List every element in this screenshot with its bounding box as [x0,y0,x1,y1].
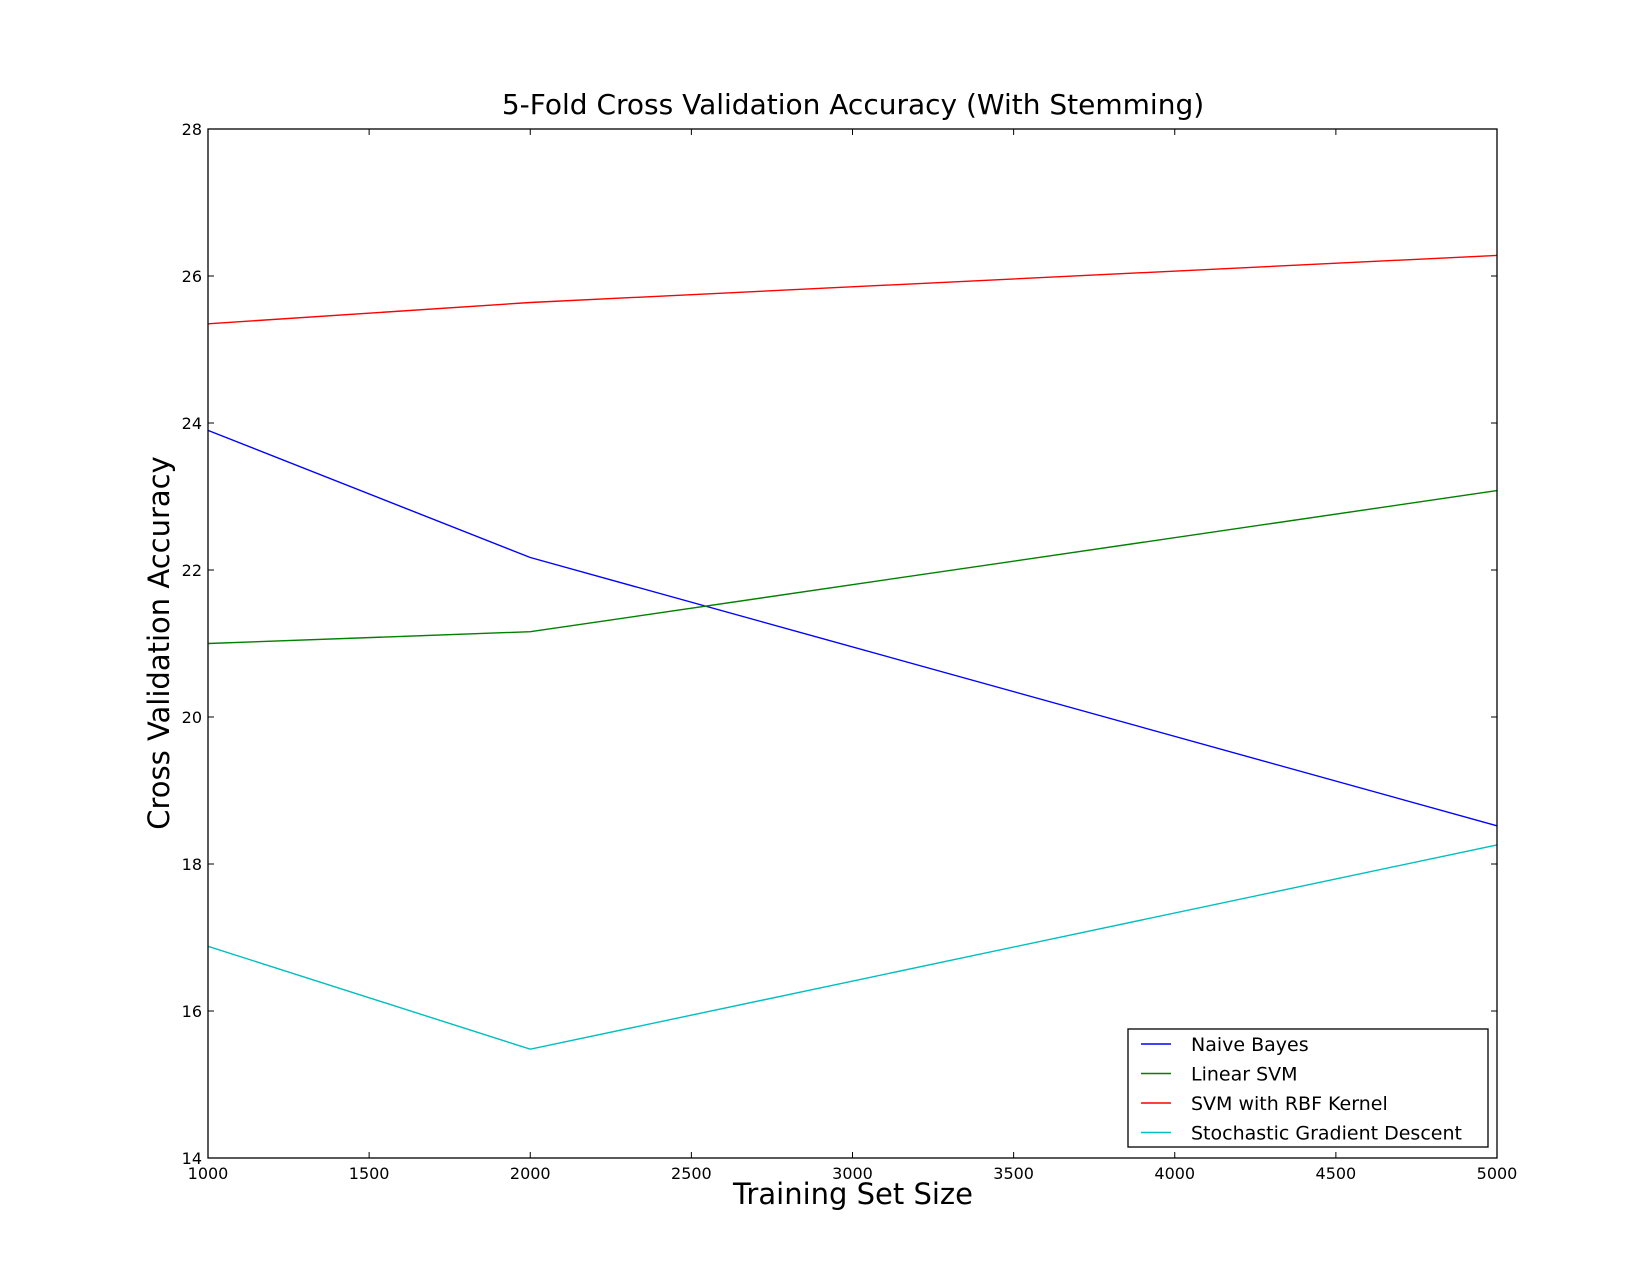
x-tick-label: 1000 [188,1164,229,1183]
x-tick-label: 3500 [993,1164,1034,1183]
legend-label-3: Stochastic Gradient Descent [1191,1123,1462,1145]
x-tick-label: 2500 [671,1164,712,1183]
series-lines [207,254,1498,1050]
series-line-1 [207,489,1498,645]
axis-ticks: 1000 1500 2000 2500 3000 3500 4000 4500 5000 14 16… [182,120,1518,1183]
y-axis-title: Cross Validation Accuracy [142,456,176,830]
x-axis-title: Training Set Size [732,1177,973,1211]
legend-label-1: Linear SVM [1191,1064,1298,1086]
y-tick-label: 28 [182,120,202,139]
x-tick-label: 1500 [349,1164,390,1183]
y-tick-label: 20 [182,708,202,727]
x-tick-label: 4000 [1154,1164,1195,1183]
legend-label-0: Naive Bayes [1191,1034,1309,1056]
legend: Naive Bayes Linear SVM SVM with RBF Kernel… [1127,1028,1489,1148]
x-tick-label: 5000 [1477,1164,1518,1183]
series-line-0 [207,429,1498,827]
series-line-3 [207,844,1498,1050]
x-tick-label: 3000 [832,1164,873,1183]
plot-frame [207,128,1498,1159]
y-tick-label: 24 [182,414,202,433]
y-tick-label: 18 [182,855,202,874]
y-tick-label: 26 [182,267,202,286]
x-tick-label: 2000 [510,1164,551,1183]
legend-label-2: SVM with RBF Kernel [1191,1093,1388,1115]
legend-box [1127,1028,1489,1148]
y-tick-label: 16 [182,1002,202,1021]
y-tick-label: 22 [182,561,202,580]
x-tick-label: 4500 [1316,1164,1357,1183]
series-line-2 [207,254,1498,325]
chart-title: 5-Fold Cross Validation Accuracy (With S… [502,88,1204,121]
y-tick-label: 14 [182,1149,202,1168]
